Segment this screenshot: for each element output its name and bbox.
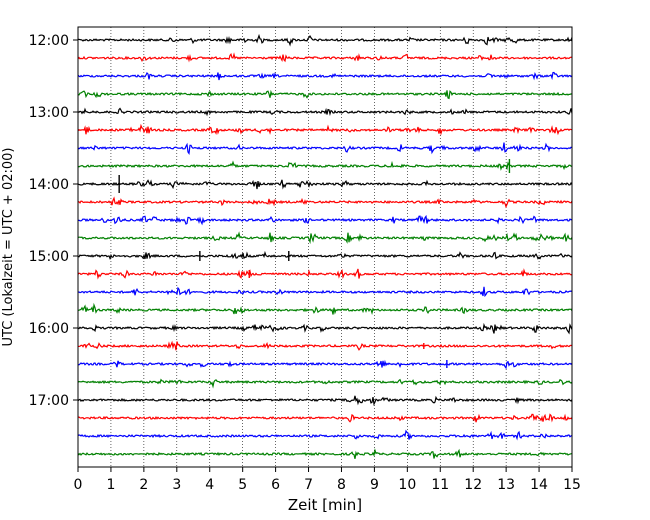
seismic-trace xyxy=(77,340,573,351)
y-tick-label: 14:00 xyxy=(29,177,69,193)
x-tick-label: 0 xyxy=(74,477,83,493)
y-tick-label: 16:00 xyxy=(29,321,69,337)
y-tick-label: 15:00 xyxy=(29,249,69,265)
x-tick-label: 4 xyxy=(205,477,214,493)
y-tick-label: 17:00 xyxy=(29,393,69,409)
x-axis-label: Zeit [min] xyxy=(288,496,362,514)
seismic-trace xyxy=(77,286,573,298)
x-tick-label: 6 xyxy=(271,477,280,493)
seismic-trace xyxy=(77,160,573,171)
y-tick-label: 12:00 xyxy=(29,33,69,49)
seismic-trace xyxy=(77,395,573,406)
x-tick-label: 13 xyxy=(497,477,515,493)
seismic-trace xyxy=(77,413,573,423)
x-tick-label: 3 xyxy=(172,477,181,493)
seismic-trace xyxy=(77,33,573,47)
seismic-trace xyxy=(77,378,573,389)
x-tick-label: 15 xyxy=(563,477,581,493)
x-tick-label: 8 xyxy=(337,477,346,493)
y-tick-label: 13:00 xyxy=(29,105,69,121)
x-tick-label: 11 xyxy=(431,477,449,493)
seismic-trace xyxy=(77,429,573,441)
x-tick-label: 14 xyxy=(530,477,548,493)
seismic-trace xyxy=(77,268,573,280)
seismic-trace xyxy=(77,142,573,155)
seismic-trace xyxy=(77,123,573,136)
x-tick-label: 9 xyxy=(370,477,379,493)
x-tick-label: 2 xyxy=(139,477,148,493)
x-axis: 0 1 2 3 4 5 6 7 8 9 10 11 12 13 14 15 xyxy=(74,467,581,493)
seismic-trace xyxy=(77,196,573,209)
x-tick-label: 1 xyxy=(106,477,115,493)
seismic-trace xyxy=(77,359,573,370)
y-axis: 12:00 13:00 14:00 15:00 16:00 17:00 xyxy=(29,33,78,409)
x-tick-label: 12 xyxy=(464,477,482,493)
x-tick-label: 5 xyxy=(238,477,247,493)
seismic-trace xyxy=(77,107,573,117)
seismic-traces xyxy=(77,33,573,459)
x-tick-label: 10 xyxy=(398,477,416,493)
seismic-trace xyxy=(77,71,573,81)
seismic-trace xyxy=(77,179,573,190)
seismic-trace xyxy=(77,322,573,335)
y-axis-label: UTC (Lokalzeit = UTC + 02:00) xyxy=(1,148,16,347)
seismic-trace xyxy=(77,89,573,100)
seismic-trace xyxy=(77,250,573,261)
seismic-trace xyxy=(77,302,573,316)
seismic-trace xyxy=(77,214,573,226)
seismic-trace xyxy=(77,52,573,63)
seismic-trace xyxy=(77,448,573,459)
seismic-trace xyxy=(77,231,573,245)
x-grid xyxy=(110,27,540,467)
plot-frame xyxy=(77,26,573,468)
x-tick-label: 7 xyxy=(304,477,313,493)
